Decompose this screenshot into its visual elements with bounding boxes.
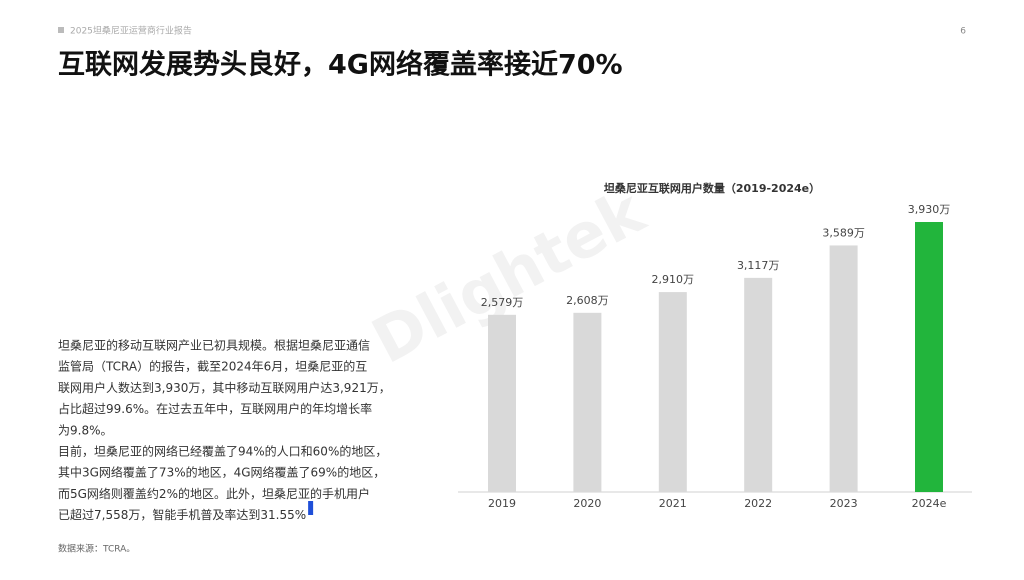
body-text: 坦桑尼亚的移动互联网产业已初具规模。根据坦桑尼亚通信监管局（TCRA）的报告，截…: [58, 338, 391, 523]
bar: [488, 314, 516, 492]
body-line: 已超过7,558万，智能手机普及率达到31.55%: [58, 507, 306, 522]
page-number: 6: [960, 27, 966, 37]
bar: [829, 245, 858, 492]
body-line: 而5G网络则覆盖约2%的地区。此外，坦桑尼亚的手机用户: [58, 486, 370, 501]
value-label: 3,117万: [737, 259, 780, 272]
value-label: 2,910万: [652, 273, 695, 286]
cursor: [308, 501, 314, 515]
body-line: 其中3G网络覆盖了73%的地区，4G网络覆盖了69%的地区，: [58, 465, 385, 480]
value-label: 2,608万: [566, 294, 609, 307]
body-line: 占比超过99.6%。在过去五年中，互联网用户的年均增长率: [58, 401, 372, 416]
body-line: 坦桑尼亚的移动互联网产业已初具规模。根据坦桑尼亚通信: [58, 338, 370, 353]
bar: [573, 312, 602, 492]
body-line: 联网用户人数达到3,930万，其中移动互联网用户达3,921万，: [58, 380, 391, 395]
value-label: 3,589万: [822, 226, 865, 239]
value-label: 2,579万: [481, 296, 524, 309]
source: 数据来源：TCRA。: [58, 543, 135, 555]
x-tick-label: 2024e: [912, 497, 947, 510]
x-tick-label: 2021: [659, 497, 687, 510]
bar: [658, 292, 687, 492]
chart-title: 坦桑尼亚互联网用户数量（2019-2024e）: [604, 181, 820, 195]
header-marker: [58, 27, 64, 33]
x-tick-label: 2020: [573, 497, 601, 510]
body-line: 目前，坦桑尼亚的网络已经覆盖了94%的人口和60%的地区，: [58, 444, 387, 459]
body-line: 监管局（TCRA）的报告，截至2024年6月，坦桑尼亚的互: [58, 359, 367, 374]
bar: [744, 277, 773, 492]
body-line: 为9.8%。: [58, 423, 113, 437]
value-label: 3,930万: [908, 203, 951, 216]
slide-title: 互联网发展势头良好，4G网络覆盖率接近70%: [58, 49, 623, 81]
x-tick-label: 2023: [830, 497, 858, 510]
x-tick-label: 2022: [744, 497, 772, 510]
report-name: 2025坦桑尼亚运营商行业报告: [70, 25, 192, 37]
bar: [915, 222, 943, 492]
x-tick-label: 2019: [488, 497, 516, 510]
